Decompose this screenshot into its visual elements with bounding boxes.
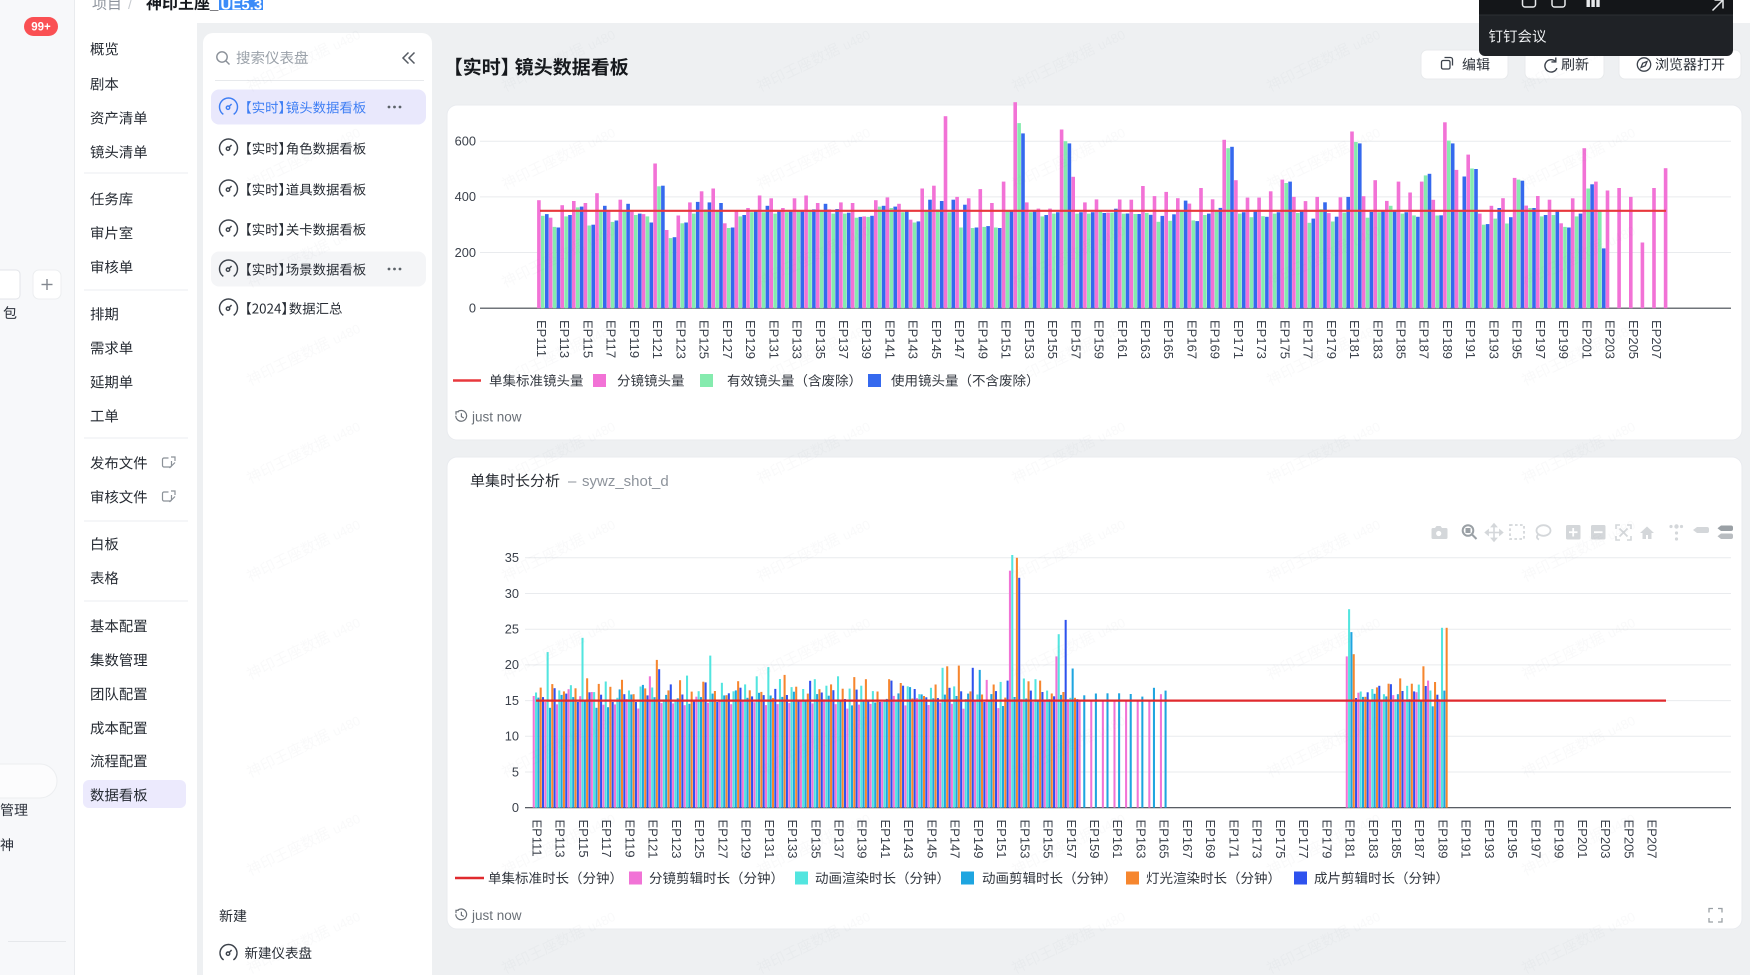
svg-text:EP187: EP187 [1417, 320, 1432, 359]
svg-text:EP153: EP153 [1022, 320, 1037, 359]
svg-text:EP169: EP169 [1208, 320, 1223, 359]
svg-text:EP197: EP197 [1528, 820, 1543, 859]
svg-text:EP135: EP135 [808, 820, 823, 859]
svg-text:EP113: EP113 [557, 320, 572, 358]
svg-text:EP167: EP167 [1180, 820, 1195, 859]
svg-text:EP145: EP145 [924, 820, 939, 859]
svg-text:35: 35 [505, 550, 519, 565]
svg-text:400: 400 [455, 189, 476, 204]
svg-text:EP125: EP125 [692, 820, 707, 859]
svg-text:EP131: EP131 [762, 820, 777, 859]
svg-text:EP191: EP191 [1459, 820, 1474, 859]
svg-text:EP189: EP189 [1440, 320, 1455, 359]
svg-text:EP121: EP121 [650, 320, 665, 359]
svg-text:EP129: EP129 [743, 320, 758, 359]
svg-text:EP111: EP111 [530, 820, 545, 857]
svg-text:EP155: EP155 [1045, 320, 1060, 359]
svg-text:EP207: EP207 [1645, 820, 1660, 859]
svg-text:EP149: EP149 [975, 320, 990, 359]
svg-text:0: 0 [469, 301, 476, 316]
svg-text:600: 600 [455, 134, 476, 149]
svg-text:–: – [568, 473, 577, 490]
svg-text:30: 30 [505, 586, 519, 601]
svg-text:EP173: EP173 [1250, 820, 1265, 859]
svg-text:EP153: EP153 [1017, 820, 1032, 859]
svg-text:EP193: EP193 [1482, 820, 1497, 859]
svg-text:_: _ [209, 0, 219, 13]
svg-text:EP175: EP175 [1273, 820, 1288, 859]
svg-text:EP147: EP147 [952, 320, 967, 359]
svg-text:EP171: EP171 [1226, 820, 1241, 859]
svg-text:EP141: EP141 [883, 320, 898, 359]
svg-text:200: 200 [455, 245, 476, 260]
svg-text:EP191: EP191 [1463, 320, 1478, 359]
svg-text:EP145: EP145 [929, 320, 944, 359]
svg-text:EP199: EP199 [1556, 320, 1571, 359]
svg-text:EP143: EP143 [906, 320, 921, 359]
svg-text:UE5.3: UE5.3 [221, 0, 263, 14]
svg-text:EP143: EP143 [901, 820, 916, 859]
svg-text:EP125: EP125 [697, 320, 712, 359]
svg-text:20: 20 [505, 657, 519, 672]
svg-text:EP147: EP147 [948, 820, 963, 859]
svg-text:EP163: EP163 [1134, 820, 1149, 859]
svg-text:EP195: EP195 [1510, 320, 1525, 359]
svg-text:EP127: EP127 [715, 820, 730, 859]
svg-text:10: 10 [505, 729, 519, 744]
svg-text:EP155: EP155 [1041, 820, 1056, 859]
svg-text:EP151: EP151 [994, 820, 1009, 859]
svg-text:EP119: EP119 [622, 820, 637, 858]
svg-text:EP207: EP207 [1649, 320, 1664, 359]
svg-text:EP129: EP129 [739, 820, 754, 859]
svg-text:EP123: EP123 [673, 320, 688, 359]
svg-text:EP185: EP185 [1389, 820, 1404, 859]
svg-text:just now: just now [471, 410, 522, 425]
svg-text:EP173: EP173 [1254, 320, 1269, 359]
svg-text:EP201: EP201 [1575, 820, 1590, 859]
svg-text:EP179: EP179 [1319, 820, 1334, 859]
svg-text:EP119: EP119 [627, 320, 642, 358]
svg-text:/: / [128, 0, 132, 12]
svg-text:EP157: EP157 [1068, 320, 1083, 359]
svg-text:15: 15 [505, 693, 519, 708]
svg-text:0: 0 [512, 800, 519, 815]
svg-text:EP135: EP135 [813, 320, 828, 359]
svg-text:EP185: EP185 [1394, 320, 1409, 359]
svg-text:EP171: EP171 [1231, 320, 1246, 359]
svg-text:EP165: EP165 [1161, 320, 1176, 359]
svg-text:99+: 99+ [31, 22, 51, 34]
svg-text:EP157: EP157 [1064, 820, 1079, 859]
svg-text:EP165: EP165 [1157, 820, 1172, 859]
svg-text:EP169: EP169 [1203, 820, 1218, 859]
svg-text:EP127: EP127 [720, 320, 735, 359]
svg-text:EP141: EP141 [878, 820, 893, 859]
svg-text:EP123: EP123 [669, 820, 684, 859]
svg-text:EP195: EP195 [1505, 820, 1520, 859]
svg-text:EP111: EP111 [534, 320, 549, 357]
svg-text:EP193: EP193 [1486, 320, 1501, 359]
svg-text:EP163: EP163 [1138, 320, 1153, 359]
svg-text:EP189: EP189 [1436, 820, 1451, 859]
svg-text:EP177: EP177 [1301, 320, 1316, 359]
svg-text:just now: just now [471, 908, 522, 923]
svg-text:EP151: EP151 [999, 320, 1014, 359]
svg-text:EP175: EP175 [1277, 320, 1292, 359]
svg-text:EP133: EP133 [790, 320, 805, 359]
svg-text:EP149: EP149 [971, 820, 986, 859]
svg-text:EP121: EP121 [646, 820, 661, 859]
svg-text:EP197: EP197 [1533, 320, 1548, 359]
svg-text:EP167: EP167 [1184, 320, 1199, 359]
svg-text:EP131: EP131 [766, 320, 781, 359]
svg-text:25: 25 [505, 622, 519, 637]
svg-text:EP187: EP187 [1412, 820, 1427, 859]
svg-text:EP179: EP179 [1324, 320, 1339, 359]
svg-text:5: 5 [512, 764, 519, 779]
svg-text:EP133: EP133 [785, 820, 800, 859]
svg-text:sywz_shot_d: sywz_shot_d [582, 473, 669, 490]
